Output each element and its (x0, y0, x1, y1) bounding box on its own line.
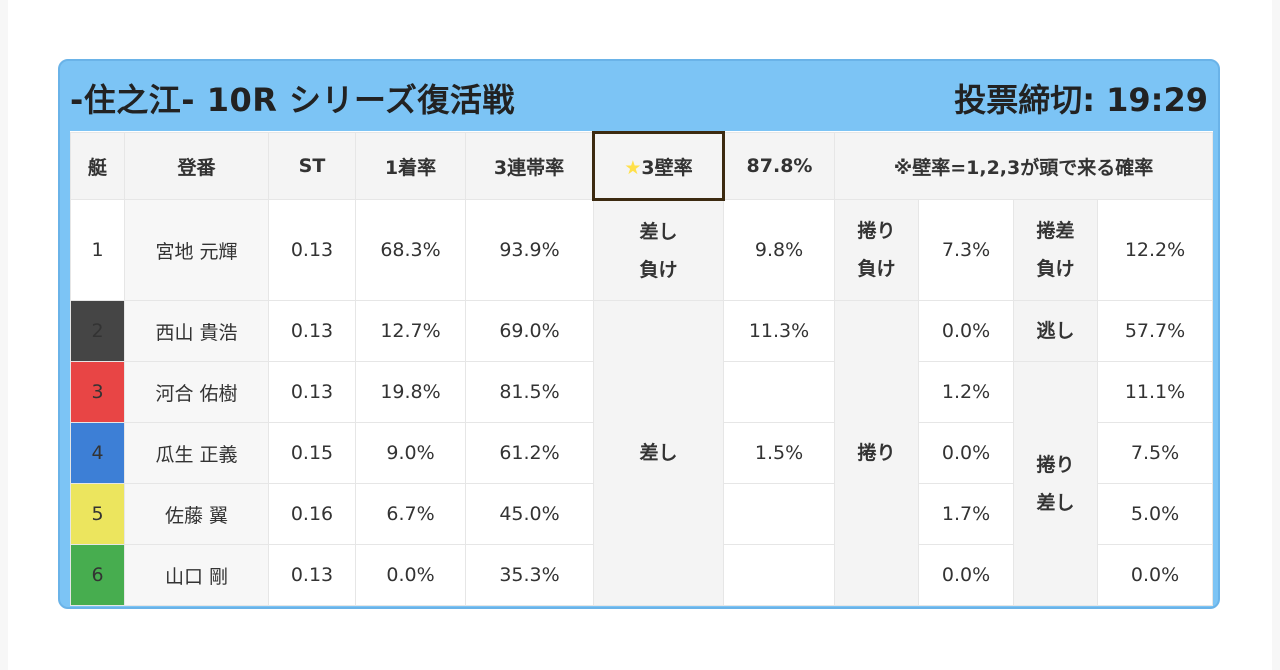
first-rate: 68.3% (355, 199, 466, 301)
sashi-rate (723, 483, 835, 545)
makuri-rate: 0.0% (918, 544, 1014, 606)
racer-name: 山口 剛 (124, 544, 269, 606)
sashi-rate: 1.5% (723, 422, 835, 484)
sashi-label: 差し (593, 300, 724, 606)
makuri-rate: 0.0% (918, 300, 1014, 362)
makuri-rate: 0.0% (918, 422, 1014, 484)
table-row: 4 瓜生 正義 0.15 9.0% 61.2% 1.5% 0.0% 7.5% (70, 422, 1213, 484)
start-timing: 0.15 (268, 422, 356, 484)
racer-name: 西山 貴浩 (124, 300, 269, 362)
table-header-row: 艇 登番 ST 1着率 3連帯率 ★3壁率 87.8% ※壁率=1,2,3が頭で… (70, 131, 1213, 201)
sashi-make-label: 差し 負け (593, 199, 724, 301)
first-rate: 0.0% (355, 544, 466, 606)
makurisashi-make-line1: 捲差 (1036, 220, 1075, 242)
race-header: -住之江- 10R シリーズ復活戦 投票締切: 19:29 (70, 61, 1208, 131)
race-title: -住之江- 10R シリーズ復活戦 (70, 81, 515, 119)
first-rate: 6.7% (355, 483, 466, 545)
col-header-st: ST (268, 132, 356, 200)
top3-rate: 45.0% (465, 483, 594, 545)
first-rate: 9.0% (355, 422, 466, 484)
racer-name: 河合 佑樹 (124, 361, 269, 423)
makurisashi-label: 捲り 差し (1013, 361, 1098, 606)
sashi-make-rate: 9.8% (723, 199, 835, 301)
makurisashi-make-rate: 12.2% (1097, 199, 1213, 301)
makurisashi-rate: 11.1% (1097, 361, 1213, 423)
first-rate: 12.7% (355, 300, 466, 362)
nige-label: 逃し (1013, 300, 1098, 362)
makuri-rate: 1.2% (918, 361, 1014, 423)
first-rate: 19.8% (355, 361, 466, 423)
start-timing: 0.16 (268, 483, 356, 545)
boat-number: 1 (70, 199, 125, 301)
wall-rate-value: 87.8% (723, 132, 835, 200)
makuri-make-label: 捲り 負け (834, 199, 919, 301)
top3-rate: 35.3% (465, 544, 594, 606)
top3-rate: 61.2% (465, 422, 594, 484)
wall-rate-label: 3壁率 (641, 156, 693, 179)
voting-deadline: 投票締切: 19:29 (954, 81, 1208, 119)
makuri-make-line1: 捲り (857, 220, 896, 242)
makurisashi-rate: 5.0% (1097, 483, 1213, 545)
start-timing: 0.13 (268, 544, 356, 606)
sashi-rate (723, 361, 835, 423)
boat-number: 2 (70, 300, 125, 362)
sashi-rate (723, 544, 835, 606)
start-timing: 0.13 (268, 199, 356, 301)
makurisashi-line2: 差し (1036, 491, 1075, 514)
nige-rate: 57.7% (1097, 300, 1213, 362)
wall-rate-badge: ★3壁率 (592, 131, 725, 201)
makuri-rate: 1.7% (918, 483, 1014, 545)
sashi-rate: 11.3% (723, 300, 835, 362)
race-card: -住之江- 10R シリーズ復活戦 投票締切: 19:29 艇 登番 ST 1着… (58, 59, 1220, 609)
top3-rate: 81.5% (465, 361, 594, 423)
table-row: 2 西山 貴浩 0.13 12.7% 69.0% 差し 11.3% 捲り 0.0… (70, 300, 1213, 606)
table-row: 5 佐藤 翼 0.16 6.7% 45.0% 1.7% 5.0% (70, 483, 1213, 545)
top3-rate: 69.0% (465, 300, 594, 362)
boat-number: 6 (70, 544, 125, 606)
col-header-boat: 艇 (70, 132, 125, 200)
start-timing: 0.13 (268, 361, 356, 423)
boat-number: 4 (70, 422, 125, 484)
col-header-first-rate: 1着率 (355, 132, 466, 200)
start-timing: 0.13 (268, 300, 356, 362)
col-header-top3-rate: 3連帯率 (465, 132, 594, 200)
makurisashi-line1: 捲り (1036, 453, 1075, 476)
wall-rate-note: ※壁率=1,2,3が頭で来る確率 (834, 132, 1213, 200)
star-icon: ★ (624, 156, 642, 179)
table-row: 6 山口 剛 0.13 0.0% 35.3% 0.0% 0.0% (70, 544, 1213, 606)
makurisashi-make-label: 捲差 負け (1013, 199, 1098, 301)
table-row: 3 河合 佑樹 0.13 19.8% 81.5% 1.2% 捲り差し 11.1% (70, 361, 1213, 606)
makurisashi-rate: 0.0% (1097, 544, 1213, 606)
boat-number: 3 (70, 361, 125, 423)
racer-name: 宮地 元輝 (124, 199, 269, 301)
race-table: 艇 登番 ST 1着率 3連帯率 ★3壁率 87.8% ※壁率=1,2,3が頭で… (70, 131, 1213, 606)
racer-name: 瓜生 正義 (124, 422, 269, 484)
racer-name: 佐藤 翼 (124, 483, 269, 545)
makurisashi-make-line2: 負け (1036, 258, 1075, 280)
top3-rate: 93.9% (465, 199, 594, 301)
makuri-make-line2: 負け (857, 258, 896, 280)
col-header-reg: 登番 (124, 132, 269, 200)
makuri-label: 捲り (834, 300, 919, 606)
table-row: 1 宮地 元輝 0.13 68.3% 93.9% 差し 負け 9.8% 捲り 負け … (70, 199, 1213, 301)
makuri-make-rate: 7.3% (918, 199, 1014, 301)
makurisashi-rate: 7.5% (1097, 422, 1213, 484)
sashi-make-line1: 差し (639, 220, 678, 243)
sashi-make-line2: 負け (639, 258, 678, 281)
boat-number: 5 (70, 483, 125, 545)
